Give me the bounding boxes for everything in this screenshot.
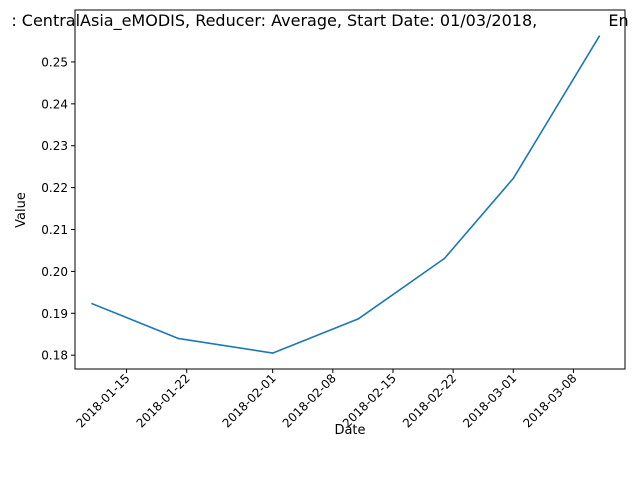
x-tick-label: 2018-03-01	[460, 371, 519, 430]
x-tick-label: 2018-02-08	[280, 371, 339, 430]
x-tick-label: 2018-03-08	[520, 371, 579, 430]
x-axis-label: Date	[334, 423, 365, 438]
data-series	[91, 35, 601, 354]
x-tick-label: 2018-02-22	[400, 371, 459, 430]
y-tick-label: 0.21	[41, 223, 68, 237]
y-tick-label: 0.18	[41, 349, 68, 363]
x-tick-label: 2018-02-01	[220, 371, 279, 430]
data-point	[271, 352, 274, 354]
data-point	[443, 257, 446, 260]
data-point	[91, 302, 93, 305]
x-tick-label: 2018-01-22	[134, 371, 193, 430]
data-point	[357, 317, 360, 320]
y-axis-label: Value	[14, 192, 29, 228]
y-tick-label: 0.25	[41, 55, 68, 69]
x-tick-label: 2018-01-15	[73, 371, 132, 430]
x-tick-label: 2018-02-15	[340, 371, 399, 430]
y-tick-label: 0.20	[41, 265, 68, 279]
data-point	[598, 35, 601, 38]
data-point	[177, 337, 179, 340]
chart-title: : CentralAsia_eMODIS, Reducer: Average, …	[11, 11, 628, 31]
y-tick-label: 0.23	[41, 139, 68, 153]
y-tick-label: 0.22	[41, 181, 68, 195]
y-tick-label: 0.24	[41, 97, 68, 111]
data-point	[512, 177, 515, 180]
x-axis: 2018-01-15 2018-01-22 2018-02-01 2018-02-08…	[73, 369, 580, 430]
y-tick-label: 0.19	[41, 307, 68, 321]
plot-frame	[74, 9, 626, 370]
y-axis: 0.18 0.19 0.20 0.21 0.22 0.23 0.24 0.25	[41, 55, 75, 363]
series-line	[91, 35, 601, 354]
